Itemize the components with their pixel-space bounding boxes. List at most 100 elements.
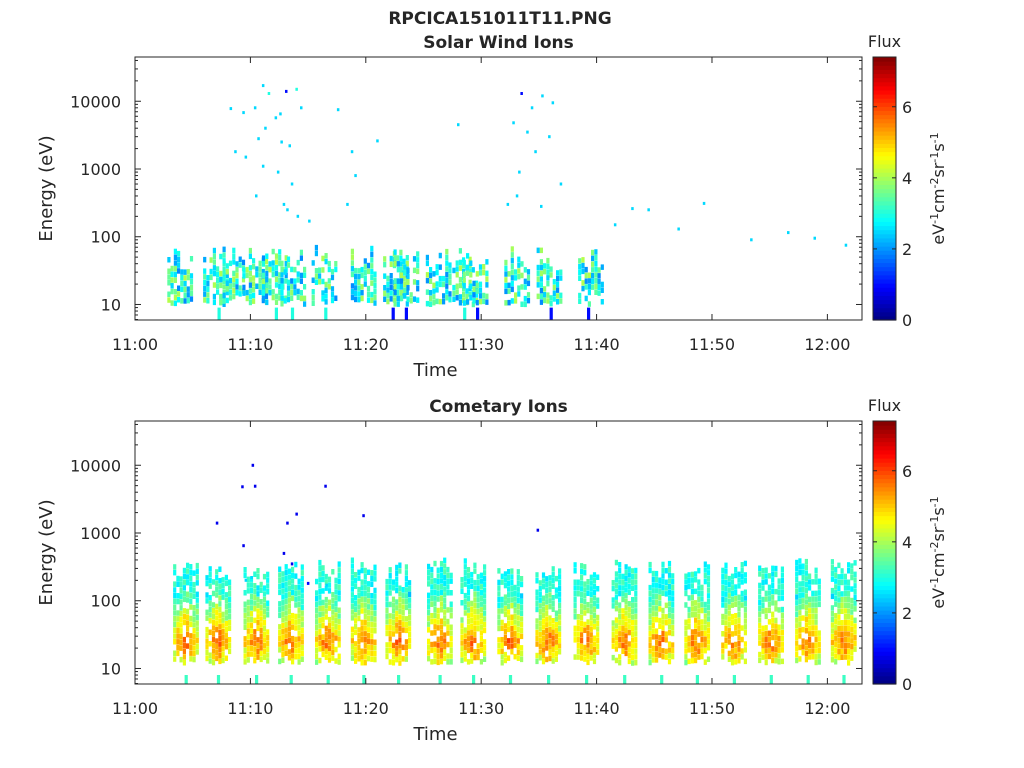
heatmap-cell	[834, 618, 838, 625]
heatmap-cell	[436, 596, 440, 602]
heatmap-cell	[513, 607, 517, 614]
heatmap-cell	[179, 645, 183, 651]
heatmap-cell	[400, 278, 404, 284]
heatmap-cell	[324, 258, 328, 265]
heatmap-cell	[395, 616, 399, 623]
heatmap-cell	[500, 642, 504, 649]
heatmap-cell	[291, 589, 295, 596]
heatmap-cell	[798, 656, 802, 662]
heatmap-cell	[337, 613, 341, 619]
heatmap-cell	[195, 632, 199, 638]
heatmap-cell	[476, 307, 480, 321]
heatmap-cell	[318, 605, 322, 612]
heatmap-cell	[740, 573, 744, 579]
heatmap-cell	[611, 637, 615, 644]
heatmap-cell	[458, 259, 462, 266]
heatmap-cell	[538, 649, 542, 655]
heatmap-cell	[840, 597, 844, 603]
heatmap-cell	[297, 647, 301, 654]
heatmap-cell	[767, 642, 771, 648]
heatmap-cell	[811, 654, 815, 660]
heatmap-cell	[664, 614, 668, 620]
heatmap-cell	[834, 578, 838, 584]
heatmap-cell	[520, 284, 524, 290]
heatmap-cell	[730, 590, 735, 597]
heatmap-cell	[798, 604, 802, 610]
heatmap-cell	[373, 610, 377, 617]
heatmap-cell	[479, 618, 483, 625]
heatmap-cell	[391, 579, 396, 585]
heatmap-cell	[354, 279, 358, 285]
heatmap-cell	[472, 292, 476, 298]
heatmap-cell	[439, 653, 444, 659]
heatmap-cell	[771, 577, 775, 583]
colorbar-segment	[873, 507, 896, 513]
heatmap-cell	[334, 589, 338, 595]
heatmap-cell	[587, 301, 591, 307]
heatmap-cell	[743, 658, 747, 665]
heatmap-cell	[215, 649, 219, 656]
heatmap-cell	[393, 301, 397, 307]
heatmap-cell	[363, 281, 367, 287]
heatmap-cell	[327, 576, 332, 583]
heatmap-cell	[266, 652, 270, 658]
heatmap-cell	[840, 643, 844, 649]
heatmap-cell	[584, 272, 588, 279]
heatmap-cell	[801, 615, 805, 621]
heatmap-cell	[853, 623, 857, 629]
heatmap-cell	[370, 575, 374, 582]
heatmap-cell	[360, 590, 364, 597]
heatmap-cell	[261, 284, 266, 290]
heatmap-cell	[516, 632, 520, 638]
heatmap-cell	[360, 596, 364, 603]
heatmap-cell	[513, 619, 517, 625]
heatmap-cell	[847, 602, 851, 608]
heatmap-cell	[517, 285, 521, 291]
heatmap-cell	[350, 597, 354, 604]
heatmap-cell	[581, 262, 585, 269]
heatmap-cell	[661, 607, 665, 614]
heatmap-cell	[850, 649, 854, 656]
heatmap-cell	[446, 618, 450, 625]
heatmap-cell	[586, 602, 590, 608]
heatmap-cell	[516, 620, 520, 627]
heatmap-cell	[283, 298, 287, 304]
heatmap-cell	[337, 590, 341, 596]
heatmap-cell	[780, 572, 784, 578]
heatmap-cell	[507, 271, 511, 277]
colorbar-segment	[873, 462, 896, 467]
heatmap-cell	[173, 271, 177, 278]
heatmap-cell	[455, 283, 459, 289]
heatmap-cell	[556, 281, 560, 288]
heatmap-cell	[592, 589, 597, 595]
heatmap-cell	[195, 643, 199, 649]
heatmap-cell	[350, 265, 354, 272]
heatmap-cell	[408, 637, 412, 644]
heatmap-cell	[703, 613, 707, 619]
heatmap-cell	[817, 601, 821, 608]
heatmap-cell	[350, 574, 354, 581]
heatmap-cell	[548, 615, 552, 621]
heatmap-cell	[278, 629, 282, 636]
heatmap-cell	[466, 253, 470, 259]
heatmap-cell	[600, 264, 604, 270]
heatmap-cell	[363, 648, 367, 654]
heatmap-cell	[631, 602, 635, 609]
heatmap-cell	[318, 617, 322, 623]
heatmap-cell	[189, 587, 193, 593]
heatmap-cell	[466, 647, 471, 654]
heatmap-cell	[658, 617, 662, 624]
heatmap-cell	[388, 601, 392, 608]
colorbar-segment	[873, 241, 896, 247]
heatmap-cell	[287, 637, 291, 644]
heatmap-cell	[727, 656, 731, 662]
heatmap-cell	[256, 619, 260, 626]
heatmap-cell	[189, 569, 193, 576]
heatmap-cell	[314, 279, 318, 285]
data-point	[242, 544, 245, 548]
heatmap-cell	[216, 272, 220, 278]
heatmap-cell	[811, 607, 815, 614]
heatmap-cell	[350, 632, 354, 638]
heatmap-cell	[460, 657, 464, 664]
heatmap-cell	[462, 263, 466, 269]
